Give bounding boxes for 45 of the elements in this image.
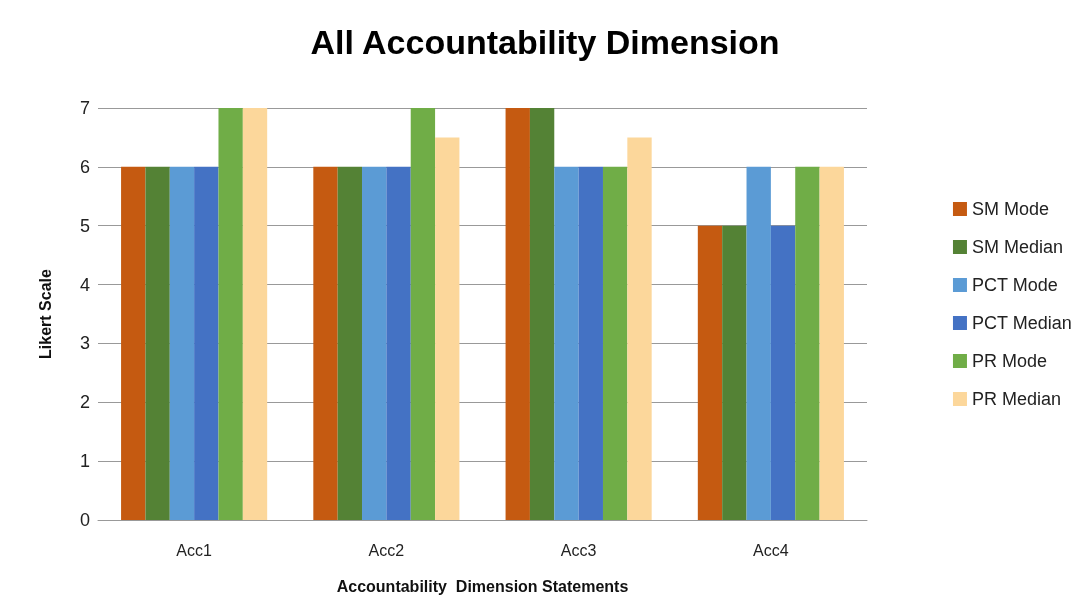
bar — [386, 166, 411, 520]
y-tick-label: 6 — [79, 156, 90, 177]
y-axis-title: Likert Scale — [36, 268, 54, 359]
legend-label: SM Median — [971, 237, 1064, 257]
bar — [194, 166, 219, 520]
legend-label: PR Mode — [971, 351, 1048, 371]
bar — [554, 166, 579, 520]
bar — [602, 166, 628, 520]
y-tick-label: 0 — [79, 510, 90, 530]
y-tick-label: 1 — [79, 451, 90, 472]
legend-label: PR Median — [971, 389, 1062, 409]
bar — [722, 225, 747, 520]
x-tick-label: Acc2 — [368, 541, 405, 559]
x-tick-label: Acc4 — [753, 541, 789, 559]
bar — [313, 166, 338, 520]
bar — [529, 108, 555, 520]
bar — [435, 137, 460, 520]
bar — [242, 108, 268, 520]
y-tick-label: 2 — [79, 392, 90, 413]
y-tick-label: 3 — [79, 333, 90, 354]
bar — [145, 166, 170, 520]
bar — [819, 166, 844, 520]
x-tick-label: Acc3 — [560, 541, 597, 559]
bar — [505, 108, 530, 520]
bar — [218, 108, 243, 520]
bar — [578, 166, 603, 520]
bar — [337, 166, 363, 520]
bar — [410, 108, 436, 520]
y-tick-label: 7 — [79, 98, 90, 118]
bar — [746, 166, 771, 520]
bar — [362, 166, 387, 520]
y-tick-label: 5 — [79, 215, 90, 236]
bar — [121, 166, 146, 520]
legend-label: PCT Mode — [971, 275, 1058, 295]
x-tick-label: Acc1 — [176, 541, 213, 559]
legend-label: PCT Median — [971, 313, 1072, 333]
chart-title: All Accountability Dimension — [310, 23, 780, 61]
bar — [795, 166, 820, 520]
x-axis-title: Accountability Dimension Statements — [336, 577, 629, 595]
y-tick-label: 4 — [79, 274, 90, 295]
bar — [169, 166, 195, 520]
bar — [770, 225, 796, 520]
bar — [627, 137, 652, 520]
bar — [697, 225, 723, 520]
legend-label: SM Mode — [971, 199, 1049, 219]
